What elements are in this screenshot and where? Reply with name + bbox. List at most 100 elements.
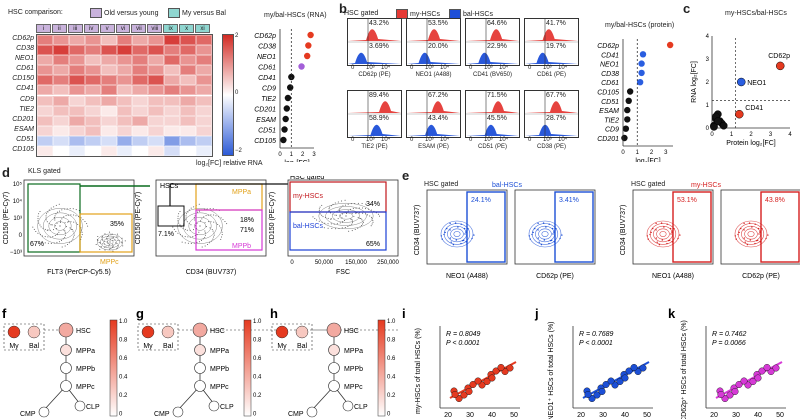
heatmap-cell [100,85,117,96]
hist-tick: 0 [528,65,532,71]
scatter-point [630,364,638,372]
event-dot [341,217,343,219]
legend-box [271,323,313,351]
heatmap-cell [116,95,133,106]
scale-tick: 0 [387,412,391,418]
gene-label: CD61 [16,65,34,73]
bal-percent: 28.7% [546,115,566,122]
heatmap-cell [84,85,101,96]
my-percent: 67.2% [428,92,448,99]
pct-label: 18% [240,217,254,224]
heatmap-cell [148,125,165,136]
heatmap-cell [37,135,53,146]
x-tick: 30 [466,412,474,419]
heatmap-cell [37,35,53,46]
y-label: CD150 (PE-Cy7) [135,192,142,245]
event-dot [755,239,758,242]
event-dot [194,219,196,221]
heatmap-cell [100,55,117,66]
gene-label: TIE2 [19,105,34,113]
event-dot [537,229,539,231]
event-dot [345,215,347,217]
c-scatter: 0 1 2 3 4 0 1 2 3 4 Protein log₂[FC] RNA log₂[FC] CD… [691,34,792,147]
x-label: log₂[FC] [635,158,660,162]
event-dot [209,208,211,210]
hist-tick: 0 [351,65,355,71]
event-dot [670,233,672,235]
positive-gate [466,191,506,263]
y-tick: 4 [706,34,710,40]
x-tick: 30 [599,412,607,419]
event-dot [759,241,761,243]
gene-label: CD105 [12,145,34,153]
event-dot [341,200,343,202]
event-dot [37,232,39,234]
contour [440,220,474,248]
event-dot [201,246,203,248]
scatter-point [763,364,771,372]
heatmap-cell [37,85,53,96]
histogram-panel [465,90,520,138]
heatmap-cell [116,75,133,86]
event-dot [748,222,751,224]
bal-node [27,325,41,339]
hist-tick: 0 [410,65,414,71]
gene-label: CD201 [254,107,276,114]
event-dot [65,215,67,217]
heatmap-cell [68,75,85,86]
d-gate1-title: KLS gated [28,168,61,175]
x-tick: 40 [754,412,762,419]
heatmap-cell [148,75,165,86]
y-tick: 0 [706,126,710,132]
event-dot [323,227,325,229]
gene-label: CD9 [262,86,276,93]
event-dot [45,219,47,221]
event-dot [59,221,61,223]
event-dot [455,239,457,241]
event-dot [101,246,103,248]
event-dot [46,213,48,215]
heatmap-cell [116,145,133,156]
heatmap-cell [52,75,69,86]
contour [535,225,555,243]
hist-tick: 10⁴ [381,137,391,143]
event-dot [201,239,203,241]
heatmap-cell [52,95,69,106]
event-dot [177,232,179,234]
event-dot [77,223,79,225]
lineage-node [194,362,206,374]
heatmap-cell [164,125,181,136]
scatter-point [488,374,496,382]
lineage-node [306,406,318,418]
event-dot [652,227,654,230]
heatmap-cell [148,145,165,156]
event-dot [449,237,452,239]
event-dot [207,214,209,216]
event-dot [52,236,54,238]
hist-tick: 10³ [425,137,434,143]
event-dot [47,236,49,238]
x-tick: 2 [749,132,753,138]
event-dot [205,215,207,217]
gate-bal-hsc [289,211,387,251]
event-dot [444,231,446,234]
heatmap-cell [148,135,165,146]
event-dot [179,210,181,212]
event-dot [371,223,373,225]
scale-tick: 1.0 [387,319,396,325]
heatmap-cell [84,95,101,106]
gate-hsc [157,205,185,227]
event-dot [353,215,355,217]
y-label: CD62p⁺ HSCs of total HSCs (%) [681,320,688,419]
y-tick: 0 [19,233,23,239]
event-dot [64,236,66,238]
event-dot [71,228,73,230]
event-dot [104,240,106,242]
event-dot [80,227,82,229]
e-left-gate: HSC gated [424,181,459,188]
event-dot [215,215,217,217]
event-dot [362,212,364,214]
node-label: CMP [154,411,170,418]
fc-point [283,105,290,112]
heatmap-cell [164,55,181,66]
